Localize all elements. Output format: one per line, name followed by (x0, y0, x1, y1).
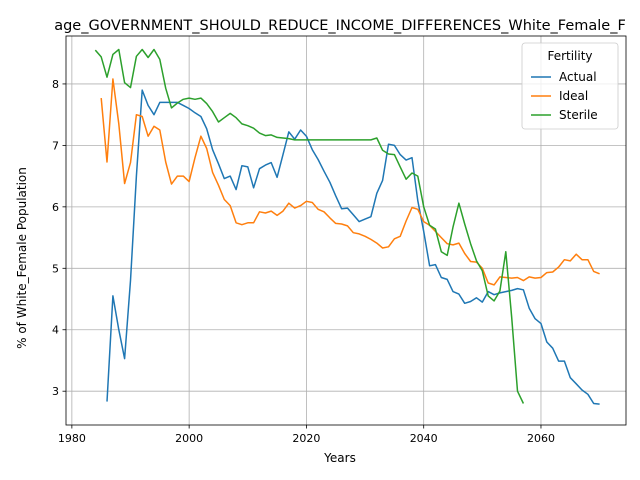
x-tick-label: 2020 (292, 432, 320, 445)
legend-title: Fertility (547, 49, 592, 63)
x-axis-ticks: 1980 2000 2020 2040 2060 (58, 425, 555, 445)
series-lines (94, 48, 600, 405)
legend-label-actual: Actual (559, 70, 597, 84)
x-tick-label: 2060 (527, 432, 555, 445)
y-tick-label: 7 (52, 139, 59, 152)
x-tick-label: 2000 (175, 432, 203, 445)
legend-items: Actual Ideal Sterile (531, 70, 598, 122)
x-tick-label: 1980 (58, 432, 86, 445)
chart-title: age_GOVERNMENT_SHOULD_REDUCE_INCOME_DIFF… (54, 18, 626, 34)
y-tick-label: 4 (52, 324, 59, 337)
series-line-actual (106, 89, 600, 405)
legend-label-ideal: Ideal (559, 89, 588, 103)
y-tick-label: 5 (52, 262, 59, 275)
series-line-ideal (100, 78, 600, 286)
plot-frame (65, 35, 627, 426)
y-tick-label: 8 (52, 78, 59, 91)
legend: Fertility Actual Ideal Sterile (521, 42, 619, 130)
y-axis-ticks: 3 4 5 6 7 8 (52, 78, 66, 398)
series-line-sterile (94, 48, 525, 404)
legend-box (521, 42, 619, 130)
x-tick-label: 2040 (410, 432, 438, 445)
y-tick-label: 3 (52, 385, 59, 398)
y-tick-label: 6 (52, 201, 59, 214)
y-axis-label: % of White_Female Population (15, 167, 29, 349)
grid-lines (66, 36, 626, 425)
x-axis-label: Years (323, 451, 356, 465)
legend-label-sterile: Sterile (559, 108, 598, 122)
